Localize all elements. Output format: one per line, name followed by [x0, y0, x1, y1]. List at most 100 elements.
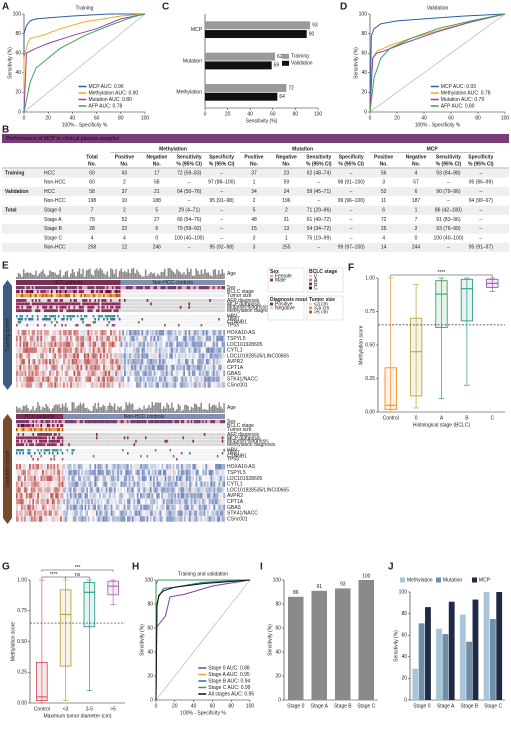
heatmap-cell [73, 336, 75, 342]
heatmap-cell [92, 443, 95, 447]
row-label: TP53 [227, 323, 239, 329]
heatmap-cell [68, 370, 71, 377]
heatmap-cell [195, 299, 198, 302]
y-axis-label: Sensitivity (%) [353, 47, 359, 79]
heatmap-cell [112, 424, 115, 428]
age-bar [99, 268, 102, 279]
heatmap-cell [146, 321, 149, 324]
heatmap-cell [120, 294, 123, 298]
heatmap-cell [162, 324, 165, 327]
age-bar [47, 275, 49, 279]
heatmap-cell [137, 335, 140, 342]
heatmap-cell [36, 359, 39, 365]
x-tick-label: 100 [314, 111, 323, 117]
heatmap-cell [92, 315, 95, 318]
heatmap-cell [21, 305, 24, 309]
heatmap-cell [153, 318, 156, 321]
heatmap-cell [165, 370, 168, 377]
heatmap-cell [28, 335, 30, 342]
heatmap-cell [76, 290, 79, 294]
heatmap-cell [106, 299, 109, 302]
y-tick-label: 0.50 [17, 639, 27, 645]
heatmap-cell [82, 299, 84, 302]
heatmap-cell [135, 452, 137, 455]
heatmap-cell [33, 324, 36, 327]
heatmap-cell [202, 309, 205, 313]
heatmap-cell [202, 458, 204, 461]
heatmap-cell [92, 290, 95, 294]
heatmap-cell [32, 436, 35, 440]
heatmap-cell [117, 433, 119, 436]
heatmap-cell [48, 452, 51, 455]
heatmap-cell [61, 347, 64, 353]
row-label: LOC101928605 [227, 342, 263, 348]
heatmap-cell [207, 464, 209, 470]
heatmap-cell [129, 353, 131, 359]
heatmap-cell [104, 443, 106, 447]
heatmap-cell [91, 464, 93, 470]
heatmap-cell [42, 443, 44, 447]
table-cell: 79 (59–92) [177, 226, 202, 232]
heatmap-cell [169, 330, 172, 336]
heatmap-cell [176, 347, 179, 353]
heatmap-cell [63, 458, 66, 461]
table-cell: 28 [89, 226, 95, 232]
heatmap-cell [25, 458, 28, 461]
table-cell: 95 (91–98) [210, 198, 235, 204]
x-tick-label: 100 [501, 115, 510, 121]
heatmap-cell [111, 341, 114, 348]
table-cell: 94 (90–97) [469, 198, 494, 204]
heatmap-cell [17, 370, 20, 377]
heatmap-cell [114, 347, 116, 353]
heatmap-cell [58, 439, 61, 443]
heatmap-cell [223, 290, 226, 294]
heatmap-cell [64, 315, 67, 318]
heatmap-cell [153, 305, 156, 309]
heatmap-cell [117, 324, 119, 327]
heatmap-cell [35, 464, 38, 470]
heatmap-cell [16, 449, 18, 452]
heatmap-cell [131, 439, 134, 443]
heatmap-cell [146, 290, 149, 294]
heatmap-cell [36, 370, 39, 377]
table-row-label: HCC [44, 189, 55, 195]
heatmap-cell [136, 420, 139, 424]
heatmap-cell [191, 305, 194, 309]
heatmap-cell [182, 452, 185, 455]
heatmap-cell [96, 424, 98, 428]
heatmap-cell [36, 347, 39, 353]
heatmap-cell [193, 376, 196, 382]
heatmap-cell [153, 309, 156, 313]
heatmap-cell [56, 290, 58, 294]
heatmap-cell [63, 286, 65, 290]
heatmap-cell [49, 309, 51, 313]
heatmap-cell [151, 305, 154, 309]
heatmap-cell [82, 464, 85, 470]
heatmap-cell [212, 321, 215, 324]
heatmap-cell [22, 309, 25, 313]
heatmap-cell [38, 370, 41, 377]
y-axis-label: Sensitivity (%) [139, 624, 145, 656]
heatmap-cell [99, 309, 102, 313]
heatmap-cell [172, 294, 175, 298]
heatmap-cell [100, 458, 103, 461]
heatmap-cell [169, 347, 172, 353]
heatmap-cell [99, 290, 102, 294]
heatmap-cell [169, 335, 172, 342]
group-label: HCC patients [53, 280, 83, 286]
heatmap-cell [97, 290, 100, 294]
heatmap-cell [22, 299, 25, 302]
heatmap-cell [45, 321, 48, 324]
heatmap-cell [69, 290, 72, 294]
heatmap-cell [143, 376, 145, 382]
heatmap-cell [179, 341, 182, 348]
heatmap-cell [42, 455, 44, 458]
heatmap-cell [179, 382, 182, 388]
heatmap-cell [97, 436, 100, 440]
heatmap-cell [123, 464, 126, 470]
heatmap-cell [146, 433, 149, 436]
heatmap-cell [122, 330, 125, 336]
heatmap-cell [161, 469, 164, 476]
heatmap-cell [193, 315, 196, 318]
heatmap-cell [141, 302, 144, 306]
